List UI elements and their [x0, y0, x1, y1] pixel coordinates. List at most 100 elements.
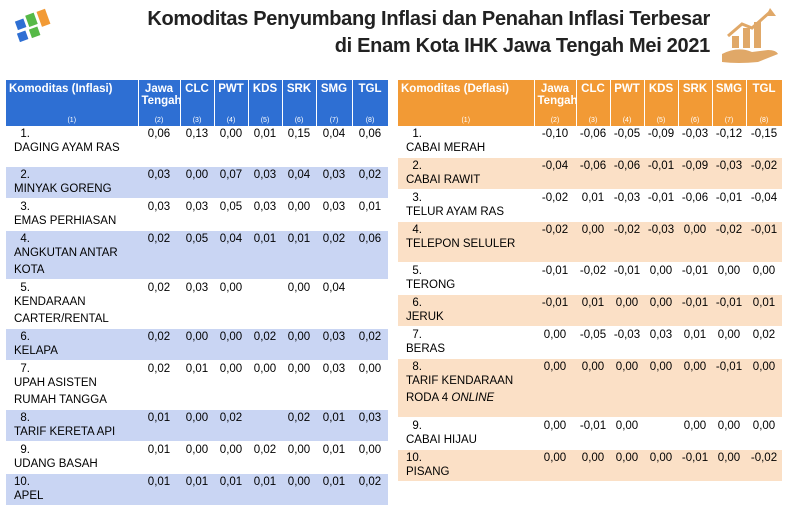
value-cell: 0,00	[214, 328, 248, 361]
value-cell: -0,10	[534, 126, 576, 158]
row-number: 5.	[20, 282, 30, 294]
value-cell: 0,01	[282, 230, 316, 280]
value-cell: 0,00	[282, 360, 316, 410]
value-cell: 0,03	[316, 328, 352, 361]
table-row: 1.CABAI MERAH -0,10 -0,06 -0,05 -0,09 -0,03 -0…	[398, 126, 782, 158]
value-cell: 0,04	[316, 126, 352, 167]
value-cell: 0,00	[678, 358, 712, 418]
value-cell: 0,00	[282, 198, 316, 231]
commodity-cell: 9. UDANG BASAH	[6, 441, 138, 474]
value-cell: -0,01	[644, 157, 678, 190]
row-number: 1.	[20, 128, 30, 140]
inflation-header-row: Komoditas (Inflasi) Jawa Tengah CLC PWT KDS S…	[6, 80, 389, 115]
value-cell: -0,04	[746, 189, 782, 222]
value-cell: -0,02	[746, 449, 782, 482]
value-cell: 0,01	[576, 189, 610, 222]
commodity-name-text: EMAS PERHIASAN	[14, 215, 117, 227]
deflation-header-6: SMG	[712, 80, 747, 115]
deflation-colnum-4: (5)	[644, 115, 679, 126]
value-cell: 0,00	[180, 409, 214, 442]
value-cell: 0,00	[610, 294, 644, 327]
value-cell: -0,02	[576, 262, 610, 295]
value-cell: -0,04	[534, 157, 576, 190]
commodity-cell: 1. DAGING AYAM RAS	[6, 126, 138, 167]
value-cell: -0,01	[534, 294, 576, 327]
commodity-cell: 8.TARIF KENDARAAN RODA 4 ONLINE	[398, 358, 534, 418]
value-cell: 0,00	[746, 358, 782, 418]
commodity-name: TELEPON SELULER	[406, 236, 516, 253]
value-cell: 0,00	[610, 449, 644, 482]
deflation-header-7: TGL	[746, 80, 783, 115]
inflation-table: Komoditas (Inflasi) Jawa Tengah CLC PWT KDS S…	[6, 80, 389, 506]
commodity-cell: 9. CABAI HIJAU	[398, 417, 534, 450]
table-row: 6.JERUK -0,01 0,01 0,00 0,00 -0,01 -0,01 0,01	[398, 294, 782, 327]
value-cell: 0,07	[214, 166, 248, 199]
value-cell: 0,01	[678, 326, 712, 359]
deflation-header-5: SRK	[678, 80, 713, 115]
page-title: Komoditas Penyumbang Inflasi dan Penahan…	[147, 6, 710, 60]
value-cell: 0,00	[746, 417, 782, 450]
commodity-name: TELUR AYAM RAS	[406, 204, 516, 221]
deflation-colnum-1: (2)	[534, 115, 577, 126]
row-number: 10.	[406, 452, 422, 464]
commodity-name-text: CABAI MERAH	[406, 142, 486, 154]
value-cell: -0,01	[678, 449, 712, 482]
value-cell: 0,00	[352, 360, 388, 410]
row-number: 8.	[20, 412, 30, 424]
row-number: 3.	[20, 201, 30, 213]
table-row: 7.UPAH ASISTEN RUMAH TANGGA 0,02 0,01 0,00 0…	[6, 360, 388, 410]
value-cell: 0,02	[138, 328, 180, 361]
deflation-header-2: CLC	[576, 80, 611, 115]
row-number: 10.	[14, 476, 30, 488]
deflation-colnum-7: (8)	[746, 115, 783, 126]
value-cell: 0,01	[180, 473, 214, 506]
value-cell: 0,01	[214, 473, 248, 506]
commodity-name: KELAPA	[14, 343, 124, 360]
value-cell: -0,06	[576, 157, 610, 190]
inflation-colnum-3: (4)	[214, 115, 249, 126]
value-cell: 0,00	[678, 221, 712, 263]
value-cell: 0,00	[576, 449, 610, 482]
table-row: 10.PISANG 0,00 0,00 0,00 0,00 -0,01 0,00 -0,02	[398, 449, 782, 482]
value-cell: -0,09	[644, 126, 678, 158]
row-number: 9.	[412, 420, 422, 432]
commodity-name: DAGING AYAM RAS	[14, 140, 124, 157]
commodity-name: CABAI MERAH	[406, 140, 516, 157]
inflation-header-5: SRK	[282, 80, 317, 115]
row-number: 2.	[412, 160, 422, 172]
deflation-colnum-3: (4)	[610, 115, 645, 126]
commodity-name: TERONG	[406, 277, 516, 294]
inflation-colnum-5: (6)	[282, 115, 317, 126]
value-cell	[248, 279, 282, 329]
value-cell: 0,00	[712, 449, 746, 482]
table-row: 10.APEL 0,01 0,01 0,01 0,01 0,00 0,01 0,02	[6, 473, 388, 506]
growth-hand-icon	[722, 8, 778, 63]
commodity-cell: 4. ANGKUTAN ANTAR KOTA	[6, 230, 138, 280]
deflation-header-3: PWT	[610, 80, 645, 115]
commodity-cell: 3. EMAS PERHIASAN	[6, 198, 138, 231]
value-cell: 0,01	[576, 294, 610, 327]
value-cell: 0,00	[180, 166, 214, 199]
row-number: 7.	[412, 329, 422, 341]
inflation-colnum-2: (3)	[180, 115, 215, 126]
value-cell: 0,02	[316, 230, 352, 280]
value-cell: -0,01	[712, 294, 746, 327]
table-row: 2.CABAI RAWIT -0,04 -0,06 -0,06 -0,01 -0,09 -0…	[398, 157, 782, 190]
value-cell: -0,02	[534, 189, 576, 222]
inflation-header-1: Jawa Tengah	[138, 80, 181, 115]
value-cell: 0,03	[316, 198, 352, 231]
deflation-table: Komoditas (Deflasi) Jawa Tengah CLC PWT KDS S…	[398, 80, 783, 482]
value-cell: 0,00	[248, 360, 282, 410]
commodity-name-text: ANGKUTAN ANTAR KOTA	[14, 247, 118, 276]
deflation-colnum-0: (1)	[398, 115, 535, 126]
commodity-cell: 8.TARIF KERETA API	[6, 409, 138, 442]
value-cell: 0,00	[282, 441, 316, 474]
commodity-name-text: CABAI HIJAU	[406, 434, 477, 446]
table-row: 8.TARIF KENDARAAN RODA 4 ONLINE 0,00 0,00 0…	[398, 358, 782, 418]
commodity-name-italic: ONLINE	[451, 392, 495, 404]
value-cell: 0,01	[248, 230, 282, 280]
commodity-name-text: KENDARAAN CARTER/RENTAL	[14, 296, 109, 325]
row-number: 9.	[20, 444, 30, 456]
value-cell: -0,06	[610, 157, 644, 190]
value-cell: 0,04	[214, 230, 248, 280]
